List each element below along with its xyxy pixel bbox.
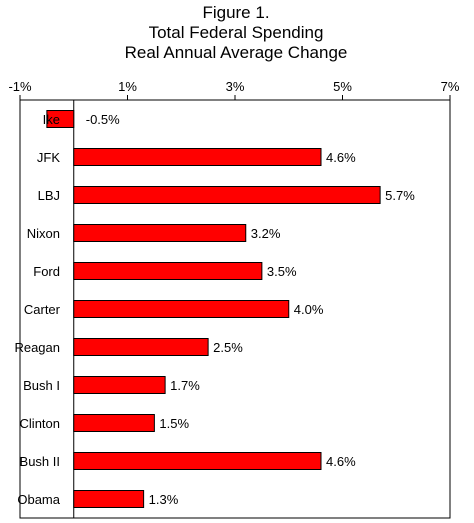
chart-title-line-3: Real Annual Average Change [125, 43, 348, 62]
data-labels: -0.5% 4.6% 5.7% 3.2% 3.5% 4.0% 2.5% 1.7% 1.5% 4.6… [86, 112, 415, 507]
data-label: 3.2% [251, 226, 281, 241]
category-label: Carter [24, 302, 61, 317]
bars [46, 110, 381, 508]
bar [73, 300, 290, 318]
bar [46, 110, 75, 128]
category-label: Nixon [27, 226, 60, 241]
category-label: Obama [17, 492, 60, 507]
data-label: 4.6% [326, 454, 356, 469]
x-tick-label: 5% [333, 79, 352, 94]
category-label: Bush II [20, 454, 60, 469]
data-label: 2.5% [213, 340, 243, 355]
category-label: Reagan [14, 340, 60, 355]
category-label: LBJ [38, 188, 60, 203]
bar [73, 452, 322, 470]
bar [73, 262, 263, 280]
category-labels: Ike JFK LBJ Nixon Ford Carter Reagan Bush I Clin… [14, 112, 60, 507]
data-label: 5.7% [385, 188, 415, 203]
x-axis-ticks: -1% 1% 3% 5% 7% [8, 79, 460, 100]
chart-title-line-1: Figure 1. [202, 3, 269, 22]
data-label: 3.5% [267, 264, 297, 279]
data-label: 1.3% [149, 492, 179, 507]
data-label: 4.0% [294, 302, 324, 317]
bar [73, 338, 209, 356]
category-label: Bush I [23, 378, 60, 393]
chart-title-line-2: Total Federal Spending [149, 23, 324, 42]
x-tick-label: -1% [8, 79, 32, 94]
data-label: -0.5% [86, 112, 120, 127]
category-label: Ford [33, 264, 60, 279]
x-tick-label: 7% [441, 79, 460, 94]
data-label: 1.7% [170, 378, 200, 393]
category-label: JFK [37, 150, 60, 165]
x-tick-label: 1% [118, 79, 137, 94]
bar [73, 148, 322, 166]
data-label: 1.5% [159, 416, 189, 431]
bar [73, 490, 145, 508]
bar [73, 414, 155, 432]
bar [73, 186, 381, 204]
bar [73, 376, 166, 394]
bar [73, 224, 247, 242]
chart-title: Figure 1. Total Federal Spending Real An… [125, 3, 348, 62]
x-tick-label: 3% [226, 79, 245, 94]
category-label: Ike [43, 112, 60, 127]
category-label: Clinton [20, 416, 60, 431]
data-label: 4.6% [326, 150, 356, 165]
